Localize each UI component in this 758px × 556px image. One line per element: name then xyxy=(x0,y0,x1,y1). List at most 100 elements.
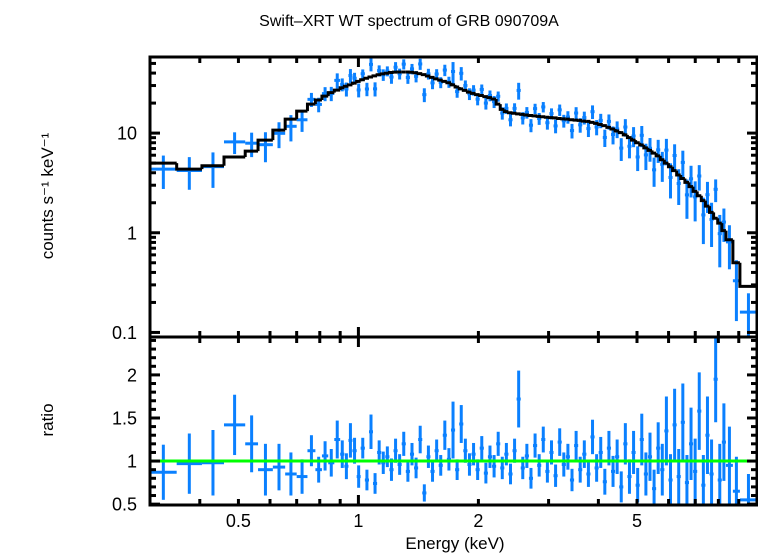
ratio-point xyxy=(537,454,542,477)
ratio-point xyxy=(574,430,579,461)
ratio-point xyxy=(512,438,517,463)
ratio-point xyxy=(352,437,357,464)
ratio-point xyxy=(401,431,406,456)
spectrum-point xyxy=(680,150,685,179)
ratio-point xyxy=(688,407,694,481)
ratio-point xyxy=(150,444,177,500)
spectrum-point xyxy=(401,59,406,70)
ratio-point xyxy=(285,452,297,496)
spectrum-point xyxy=(430,77,435,90)
ratio-point xyxy=(647,432,653,481)
ratio-point xyxy=(697,372,702,450)
ratio-point xyxy=(639,413,644,466)
model-step xyxy=(342,84,349,88)
spectrum-point xyxy=(528,119,534,133)
ratio-point xyxy=(668,454,673,505)
ratio-panel-frame xyxy=(148,335,758,507)
model-step xyxy=(271,128,286,141)
spectrum-point xyxy=(496,91,501,102)
model-step xyxy=(363,76,369,80)
ratio-point xyxy=(405,461,410,482)
ratio-point xyxy=(664,396,669,466)
model-step xyxy=(243,149,259,158)
ratio-point xyxy=(422,484,427,502)
spectrum-point xyxy=(569,123,575,139)
ratio-point xyxy=(701,455,706,505)
ratio-point xyxy=(739,473,757,505)
model-step xyxy=(416,72,423,76)
ratio-point xyxy=(709,439,714,505)
ratio-point xyxy=(602,468,607,495)
tick-labels: 0.5 1 2 5 0.1 1 10 0.5 1 1.5 2 xyxy=(112,124,642,531)
spectrum-point xyxy=(450,62,456,84)
ratio-point xyxy=(660,443,665,496)
model-step xyxy=(597,122,603,126)
x-tick-label: 0.5 xyxy=(226,511,251,531)
model-step xyxy=(650,150,657,155)
ratio-point xyxy=(430,461,435,482)
spectrum-point xyxy=(668,163,673,199)
ratio-point xyxy=(693,438,698,505)
ratio-point xyxy=(340,440,345,468)
model-step xyxy=(523,113,529,117)
x-tick-label: 1 xyxy=(353,511,363,531)
ratio-point xyxy=(418,425,423,454)
spectrum-point xyxy=(524,107,529,119)
ratio-point xyxy=(725,426,733,505)
ratio-point xyxy=(680,383,685,462)
ratio-point xyxy=(516,370,521,428)
ratio-point xyxy=(533,433,538,458)
ratio-point xyxy=(321,441,329,471)
model-step xyxy=(412,71,419,75)
spectrum-point xyxy=(561,114,566,128)
y-tick-label-spectrum: 1 xyxy=(127,223,137,243)
spectrum-point xyxy=(574,107,579,120)
spectrum-point xyxy=(602,129,607,148)
model-step xyxy=(527,114,534,118)
y-tick-label-ratio: 1 xyxy=(127,452,137,472)
model-step xyxy=(490,97,497,101)
ratio-point xyxy=(373,473,378,494)
spectrum-point xyxy=(721,208,726,242)
spectrum-point xyxy=(545,116,550,130)
axis-ticks xyxy=(150,57,757,506)
spectrum-point xyxy=(201,152,224,188)
ratio-point xyxy=(561,452,566,477)
ratio-point xyxy=(623,423,628,465)
model-step xyxy=(379,72,386,76)
ratio-point xyxy=(344,453,349,480)
ratio-point xyxy=(334,420,341,459)
ratio-point xyxy=(397,454,402,475)
model-step xyxy=(511,111,517,115)
model-step xyxy=(593,121,599,125)
ratio-point xyxy=(508,463,513,485)
ratio-point xyxy=(594,454,599,482)
spectrum-point xyxy=(516,82,521,100)
model-step xyxy=(367,75,374,79)
ratio-point xyxy=(565,443,570,470)
spectrum-point xyxy=(684,179,689,219)
x-tick-label: 5 xyxy=(632,511,642,531)
y-tick-label-spectrum: 0.1 xyxy=(112,323,137,343)
model-step xyxy=(461,88,468,92)
model-step xyxy=(313,98,322,105)
model-step xyxy=(543,115,550,119)
model-step xyxy=(474,93,480,97)
model-step xyxy=(470,91,476,95)
y-axis-label-spectrum: counts s⁻¹ keV⁻¹ xyxy=(38,132,57,259)
ratio-point xyxy=(223,394,246,456)
spectrum-point xyxy=(368,58,374,72)
y-axis-label-ratio: ratio xyxy=(38,403,57,436)
model-step xyxy=(535,114,542,118)
spectrum-point xyxy=(688,165,694,198)
model-step xyxy=(346,83,353,87)
ratio-point xyxy=(652,469,657,505)
ratio-point xyxy=(528,467,534,489)
spectrum-point xyxy=(627,136,632,159)
model-step xyxy=(453,84,460,89)
ratio-point xyxy=(496,431,501,456)
model-step xyxy=(200,164,224,170)
spectrum-point xyxy=(483,97,488,110)
model-step xyxy=(731,239,740,265)
model-step xyxy=(482,95,488,99)
